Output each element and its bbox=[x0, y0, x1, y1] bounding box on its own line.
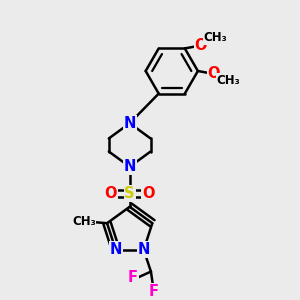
Text: F: F bbox=[148, 284, 158, 298]
Text: CH₃: CH₃ bbox=[217, 74, 240, 87]
Text: CH₃: CH₃ bbox=[203, 31, 227, 44]
Text: S: S bbox=[124, 186, 135, 201]
Text: O: O bbox=[208, 66, 220, 81]
Text: CH₃: CH₃ bbox=[72, 215, 96, 228]
Text: F: F bbox=[128, 270, 138, 285]
Text: O: O bbox=[194, 38, 207, 53]
Text: N: N bbox=[124, 159, 136, 174]
Text: N: N bbox=[124, 116, 136, 131]
Text: N: N bbox=[110, 242, 122, 257]
Text: O: O bbox=[105, 186, 117, 201]
Text: O: O bbox=[142, 186, 155, 201]
Text: N: N bbox=[137, 242, 150, 257]
